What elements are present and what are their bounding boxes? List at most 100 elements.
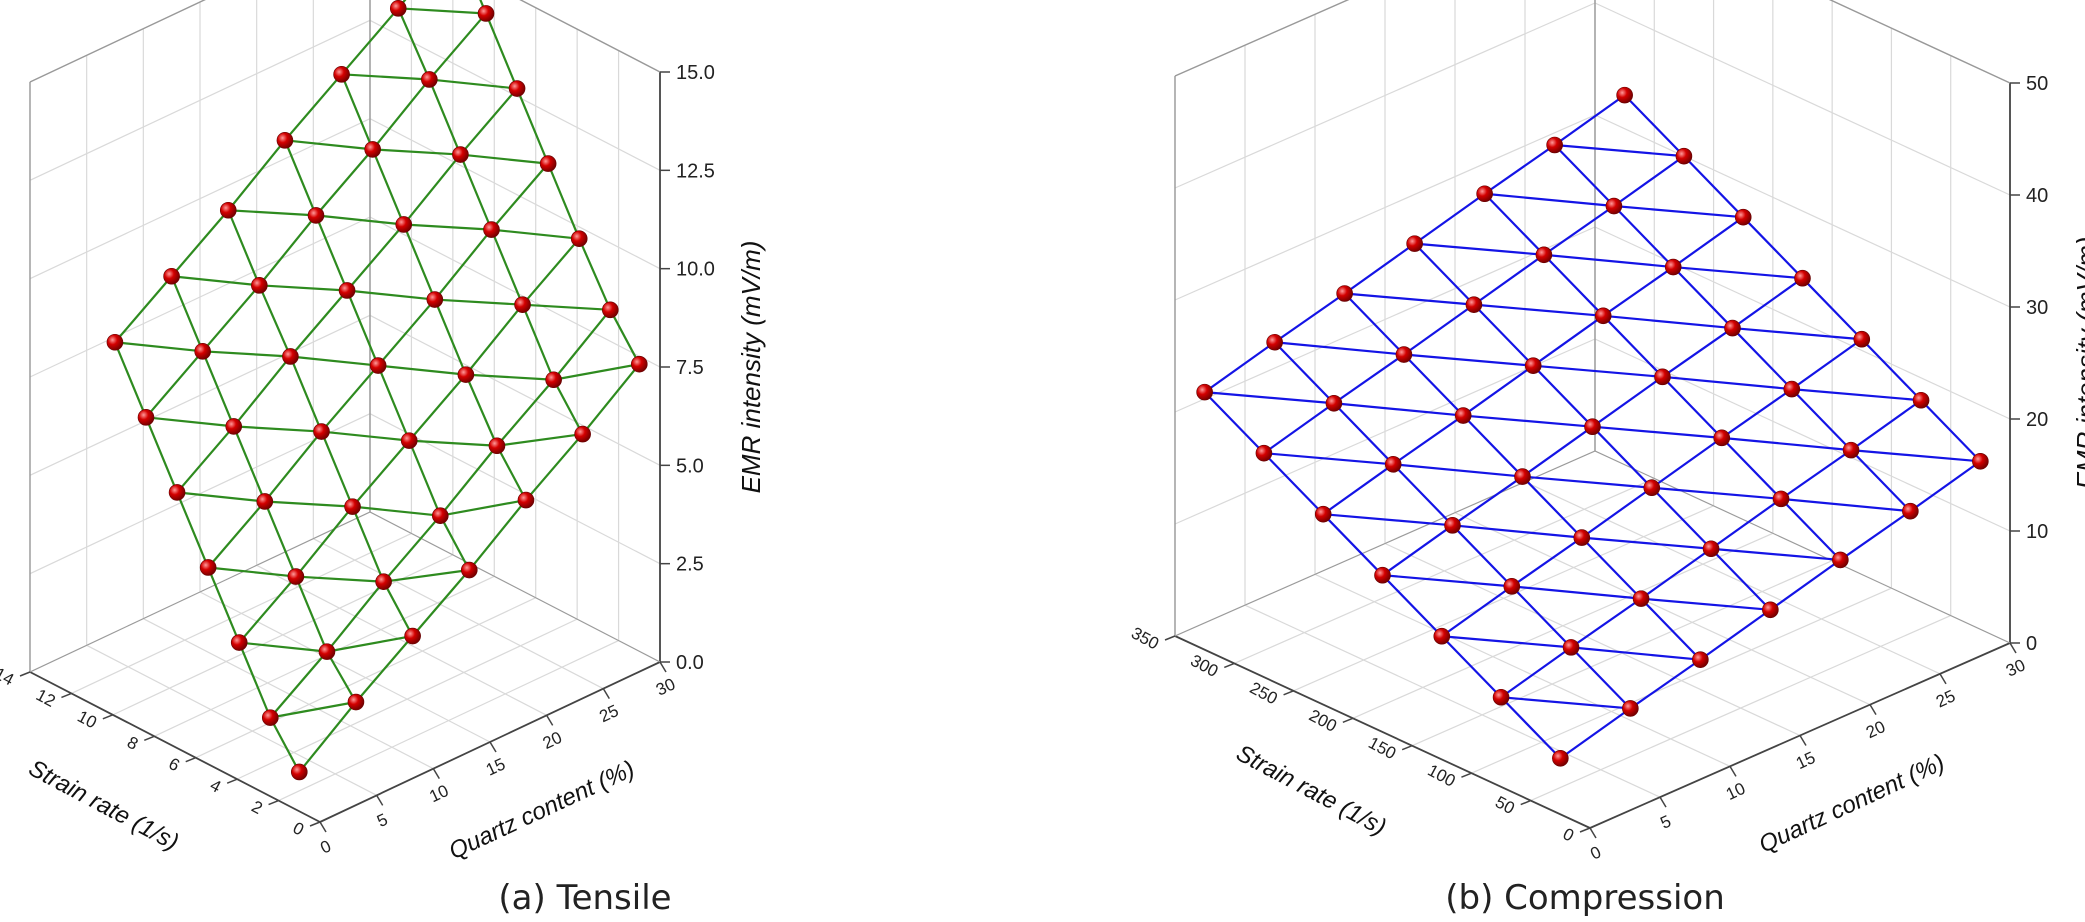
data-point-marker (395, 216, 413, 233)
data-point-marker (488, 437, 506, 455)
z-tick-label: 50 (2026, 73, 2048, 95)
surface-line-x (521, 237, 581, 306)
surface-line-x (295, 505, 354, 578)
surface-line-x (1274, 292, 1346, 344)
surface-line-y (552, 379, 584, 435)
data-point-marker (168, 484, 186, 501)
surface-line-y (578, 238, 612, 311)
surface-line-y (1720, 437, 1782, 500)
data-point-marker (230, 634, 248, 651)
surface-line-diagonal (1382, 574, 1512, 588)
surface-line-diagonal (321, 430, 410, 442)
surface-line-diagonal (1732, 326, 1862, 341)
data-point-marker (1433, 627, 1451, 645)
surface-line-y (490, 229, 524, 306)
side-wall-gridline-z (519, 0, 661, 73)
surface-line-diagonal (1673, 265, 1803, 280)
data-point-marker (375, 573, 392, 590)
data-point-marker (1724, 319, 1741, 337)
surface-line-x (397, 0, 407, 10)
data-point-marker (1616, 86, 1633, 104)
surface-group (106, 0, 648, 781)
floor-gridline-x (313, 538, 604, 690)
surface-line-y (325, 651, 357, 703)
data-point-marker (106, 333, 124, 351)
surface-line-diagonal (1603, 314, 1733, 330)
data-point-marker (1643, 479, 1661, 497)
surface-line-y (314, 214, 349, 291)
surface-line-x (1511, 536, 1583, 588)
surface-line-x (1581, 486, 1653, 539)
surface-line-y (1343, 292, 1405, 356)
y-tick-label: 50 (1492, 792, 1518, 818)
surface-line-y (1500, 696, 1562, 760)
surface-line-y (397, 7, 431, 80)
surface-line-x (1543, 205, 1615, 256)
surface-line-x (525, 433, 584, 501)
data-point-marker (225, 418, 243, 435)
surface-line-x (1204, 341, 1276, 394)
surface-line-x (1381, 524, 1454, 577)
surface-line-x (1333, 353, 1405, 405)
surface-line-x (428, 12, 487, 81)
surface-line-x (1451, 475, 1524, 527)
data-point-marker (601, 301, 619, 319)
data-point-marker (1832, 551, 1849, 569)
surface-line-y (346, 290, 380, 366)
surface-line-x (1602, 266, 1674, 317)
data-point-marker (1492, 688, 1510, 706)
data-point-marker (1196, 383, 1213, 401)
data-point-marker (1546, 136, 1563, 154)
surface-line-y (1483, 192, 1545, 256)
x-tick-mark (376, 794, 384, 806)
data-point-marker (539, 155, 557, 172)
surface-line-x (145, 350, 204, 419)
surface-line-diagonal (1592, 425, 1722, 439)
z-axis-title: EMR intensity (mV/m) (2071, 237, 2085, 490)
surface-line-x (1613, 155, 1685, 207)
surface-line-diagonal (1651, 486, 1782, 500)
surface-line-y (320, 431, 354, 508)
surface-line-y (433, 299, 467, 376)
surface-line-y (269, 717, 301, 773)
surface-line-x (1629, 658, 1701, 710)
data-point-marker (364, 141, 381, 158)
surface-group (1196, 86, 1989, 767)
axes-group (1164, 0, 2020, 839)
y-tick-mark (61, 692, 72, 699)
surface-line-y (1850, 449, 1912, 512)
data-point-marker (307, 207, 325, 224)
surface-line-diagonal (228, 209, 317, 217)
surface-line-y (263, 501, 297, 577)
chart-panel-tensile: 0 5 10 15 20 25 30 0 2 4 6 8 10 12 14 0.0 2.5 5.0 7.5 10.0 1… (0, 0, 1040, 922)
y-tick-mark (1520, 799, 1531, 806)
surface-line-y (371, 148, 405, 225)
x-tick-mark (659, 661, 667, 673)
z-tick-label: 5.0 (676, 455, 704, 477)
y-tick-label: 12 (33, 685, 59, 711)
surface-line-diagonal (233, 425, 322, 433)
surface-line-y (1473, 303, 1535, 367)
surface-line-x (1554, 94, 1626, 146)
y-tick-label: 10 (74, 707, 100, 733)
x-tick-label: 10 (426, 781, 451, 806)
surface-line-y (1623, 94, 1685, 157)
surface-line-diagonal (553, 363, 640, 381)
surface-line-x (269, 650, 328, 719)
surface-line-x (1441, 585, 1513, 638)
data-point-marker (313, 423, 330, 440)
surface-line-y (1640, 597, 1702, 661)
surface-line-y (1731, 327, 1793, 390)
surface-line-y (340, 73, 374, 150)
x-tick-mark (489, 741, 497, 753)
axes-group (19, 0, 670, 833)
y-tick-mark (1579, 827, 1591, 833)
data-point-marker (457, 366, 475, 383)
surface-line-diagonal (239, 641, 328, 653)
y-tick-label: 8 (124, 733, 141, 754)
back-wall-gridline-z (29, 314, 371, 476)
surface-line-y (1322, 513, 1384, 576)
surface-line-diagonal (440, 499, 527, 517)
data-point-marker (282, 348, 299, 365)
surface-line-y (1591, 425, 1653, 489)
